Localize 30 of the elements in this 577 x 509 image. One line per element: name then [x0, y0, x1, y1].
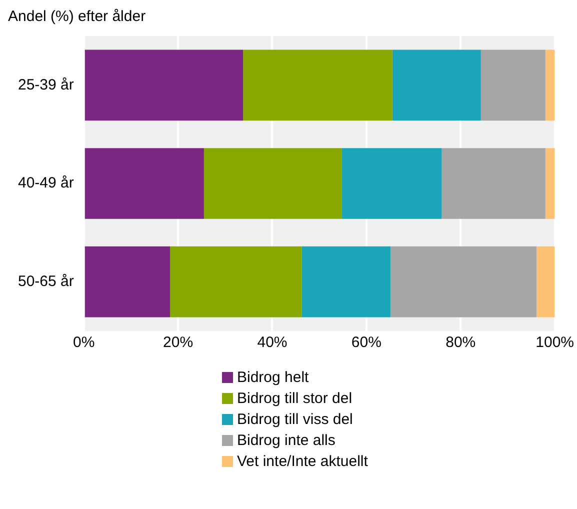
bar [302, 246, 390, 318]
x-tick-label: 0% [73, 334, 95, 352]
bar [204, 148, 342, 219]
chart-title: Andel (%) efter ålder [8, 8, 146, 26]
x-tick-label: 80% [446, 334, 476, 352]
bar [392, 50, 481, 121]
bar [545, 50, 555, 121]
legend-label: Bidrog till viss del [237, 411, 353, 428]
legend-label: Vet inte/Inte aktuellt [237, 453, 368, 470]
bar [545, 148, 555, 219]
legend-label: Bidrog helt [237, 369, 309, 386]
bar [84, 50, 244, 121]
x-tick-label: 60% [351, 334, 382, 352]
bar [480, 50, 546, 121]
y-tick-label: 25-39 år [18, 76, 74, 94]
bar [243, 50, 392, 121]
legend-label: Bidrog till stor del [237, 390, 352, 407]
x-tick-label: 20% [163, 334, 194, 352]
y-tick-label: 50-65 år [18, 272, 74, 290]
x-tick-label: 40% [257, 334, 288, 352]
bar [84, 148, 204, 219]
bar [536, 246, 555, 318]
bar [442, 148, 546, 219]
x-tick-label: 100% [536, 334, 574, 352]
bar [342, 148, 442, 219]
bar [390, 246, 536, 318]
bar [84, 246, 170, 318]
y-tick-label: 40-49 år [18, 174, 74, 192]
legend-label: Bidrog inte alls [237, 432, 336, 449]
bar [170, 246, 302, 318]
